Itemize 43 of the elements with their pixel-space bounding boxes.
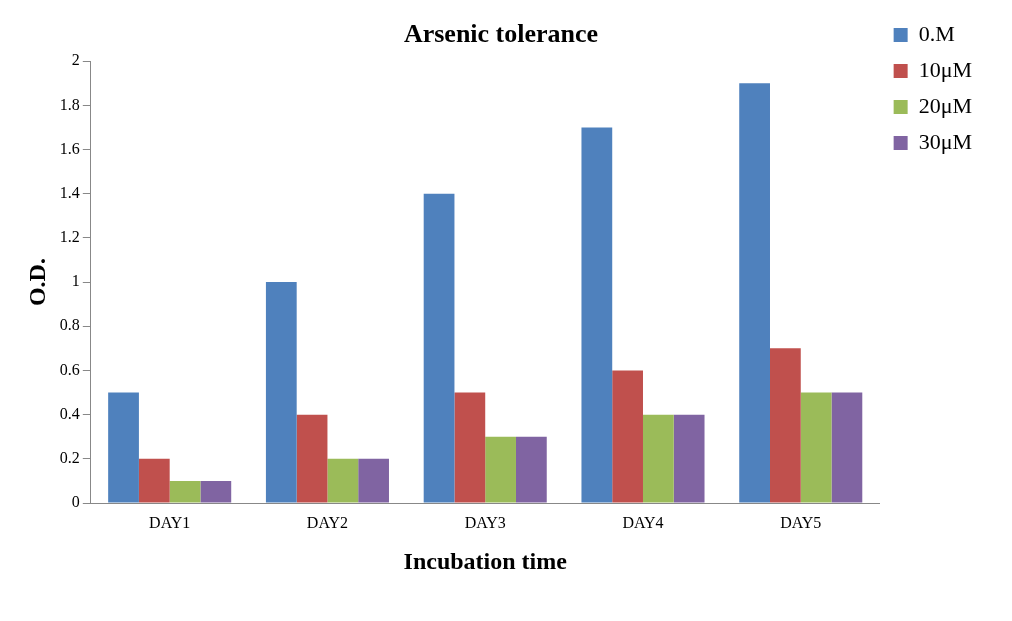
legend-label: 20μM [918, 92, 972, 118]
bar [423, 193, 455, 503]
bar [673, 414, 705, 503]
bar [515, 436, 547, 503]
bar [642, 414, 674, 503]
bar [327, 458, 359, 503]
bar [831, 392, 863, 503]
y-tick-label: 0 [71, 493, 80, 511]
y-axis-title: O.D. [23, 258, 50, 307]
y-tick-label: 1.8 [59, 95, 80, 113]
bar [769, 348, 801, 503]
bar [138, 458, 170, 503]
bar [169, 480, 201, 503]
legend-label: 0.M [918, 20, 955, 46]
y-tick-label: 0.4 [59, 404, 80, 422]
x-tick-label: DAY2 [306, 513, 349, 531]
bar [612, 370, 643, 503]
bar [265, 282, 297, 503]
y-tick-label: 0.8 [59, 316, 80, 334]
bar [485, 436, 516, 503]
bar [739, 83, 770, 503]
legend-label: 30μM [918, 128, 972, 154]
x-tick-label: DAY4 [622, 513, 664, 531]
legend-label: 10μM [918, 56, 972, 82]
y-tick-label: 0.6 [59, 360, 80, 378]
bar [800, 392, 832, 503]
bar [454, 392, 486, 503]
x-tick-label: DAY3 [464, 513, 506, 531]
y-tick-label: 1.4 [59, 183, 80, 201]
bar [108, 392, 139, 503]
bar [581, 127, 613, 503]
y-tick-label: 2 [71, 51, 80, 69]
bar [358, 458, 389, 503]
bar [296, 414, 328, 503]
y-tick-label: 1 [71, 272, 80, 290]
y-tick-label: 1.2 [59, 228, 80, 246]
y-tick-label: 0.2 [59, 449, 80, 467]
x-tick-label: DAY1 [149, 513, 191, 531]
chart-title: Arsenic tolerance [403, 19, 599, 49]
x-axis-title: Incubation time [403, 547, 568, 574]
y-tick-label: 1.6 [59, 139, 80, 157]
bar [200, 480, 232, 503]
x-tick-label: DAY5 [780, 513, 822, 531]
